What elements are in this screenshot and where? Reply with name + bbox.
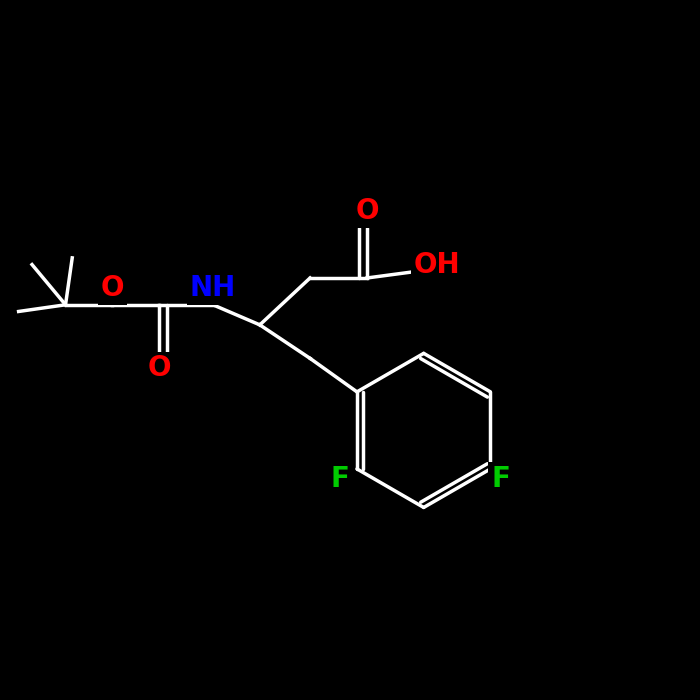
Text: OH: OH <box>414 251 461 279</box>
Text: F: F <box>331 465 350 493</box>
Text: F: F <box>491 465 510 493</box>
Text: NH: NH <box>190 274 236 302</box>
Text: O: O <box>356 197 379 225</box>
Text: O: O <box>148 354 171 382</box>
Text: O: O <box>101 274 124 302</box>
